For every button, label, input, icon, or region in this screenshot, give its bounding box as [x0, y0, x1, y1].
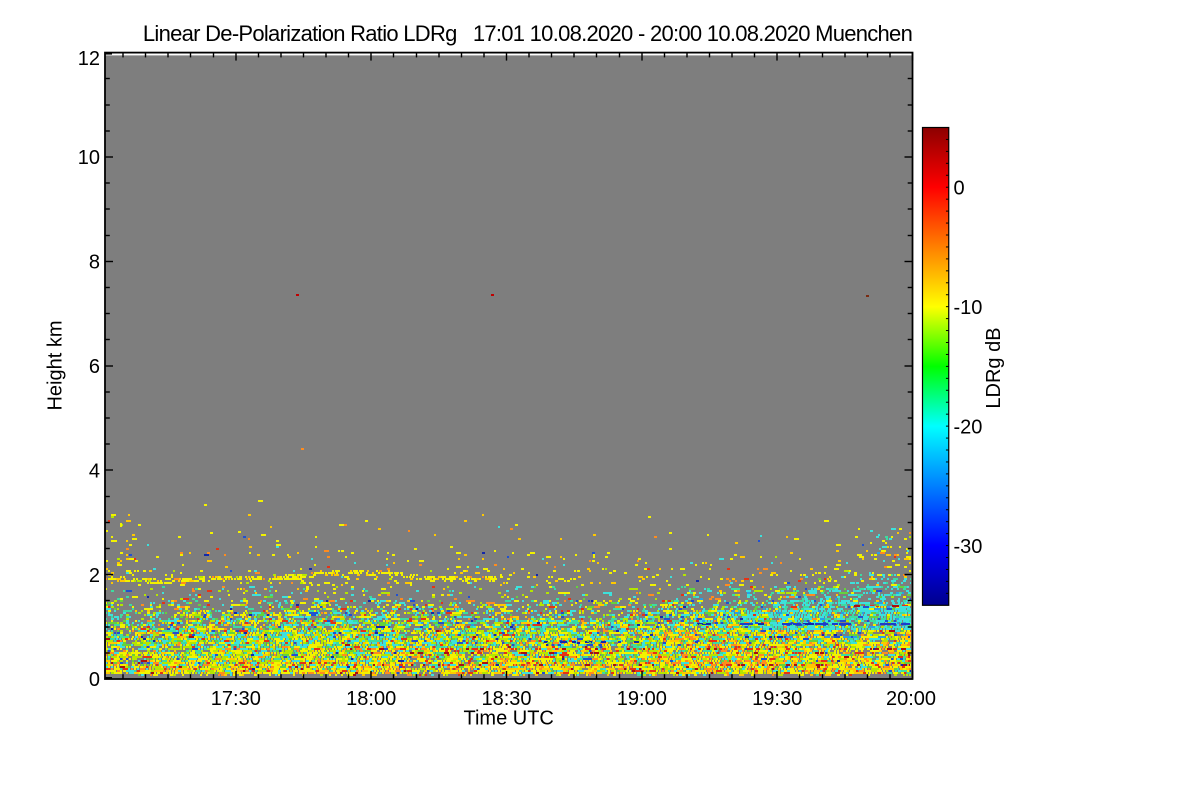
svg-text:6: 6: [89, 356, 100, 378]
svg-text:18:30: 18:30: [481, 688, 531, 710]
svg-text:LDRg dB: LDRg dB: [983, 327, 1005, 408]
svg-text:19:00: 19:00: [617, 688, 667, 710]
svg-text:10: 10: [78, 147, 100, 169]
svg-text:-30: -30: [954, 536, 983, 558]
svg-text:Linear De-Polarization Ratio L: Linear De-Polarization Ratio LDRg 17:01 …: [143, 21, 912, 46]
svg-text:Height km: Height km: [45, 320, 67, 410]
svg-text:Time UTC: Time UTC: [464, 708, 554, 730]
svg-text:-10: -10: [954, 297, 983, 319]
svg-text:2: 2: [89, 565, 100, 587]
svg-text:4: 4: [89, 460, 100, 482]
svg-text:18:00: 18:00: [346, 688, 396, 710]
svg-text:12: 12: [78, 48, 100, 70]
svg-text:8: 8: [89, 252, 100, 274]
svg-text:0: 0: [954, 177, 965, 199]
svg-text:20:00: 20:00: [886, 688, 936, 710]
svg-text:17:30: 17:30: [211, 688, 261, 710]
svg-text:-20: -20: [954, 416, 983, 438]
svg-text:19:30: 19:30: [752, 688, 802, 710]
svg-text:0: 0: [89, 669, 100, 691]
